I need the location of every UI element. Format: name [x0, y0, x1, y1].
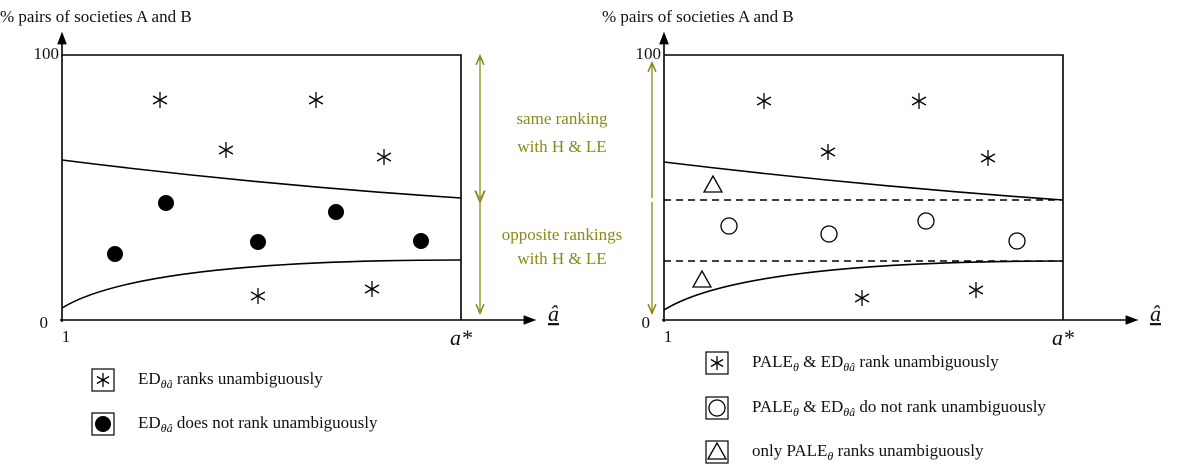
y-top: 100: [636, 44, 662, 63]
legend-text: ranks unambiguously: [173, 369, 324, 388]
dot-symbol: [107, 246, 123, 262]
legend-text: PALE: [752, 397, 793, 416]
legend-text: θ: [827, 449, 833, 463]
legend-label: PALEθ & EDθâ do not rank unambiguously: [752, 397, 1046, 419]
star-symbol: [376, 152, 392, 162]
star-symbol: [820, 147, 836, 157]
x-end: a*: [1052, 325, 1074, 350]
circle-symbol: [1008, 232, 1026, 250]
circle-symbol: [708, 399, 726, 417]
circle-symbol: [720, 217, 738, 235]
legend-text: only PALE: [752, 441, 827, 460]
box: [62, 54, 462, 320]
legend-text: θâ: [843, 360, 855, 374]
dot-symbol: [413, 233, 429, 249]
legend-box: [705, 440, 729, 464]
legend-label: EDθâ ranks unambiguously: [138, 369, 323, 391]
legend-text: θ: [793, 405, 799, 419]
legend-label: PALEθ & EDθâ rank unambiguously: [752, 352, 999, 374]
legend-text: θâ: [161, 377, 173, 391]
band-label: opposite rankings: [502, 225, 622, 244]
legend-text: ranks unambiguously: [833, 441, 984, 460]
box: [664, 54, 1064, 320]
legend-label: EDθâ does not rank unambiguously: [138, 413, 378, 435]
triangle-symbol: [702, 174, 724, 193]
upper-curve: [61, 159, 462, 199]
legend-text: θ: [793, 360, 799, 374]
legend-box: [705, 396, 729, 420]
dot-symbol: [328, 204, 344, 220]
legend-box: [91, 412, 115, 436]
legend-text: & ED: [799, 397, 843, 416]
x-label: â: [548, 301, 559, 326]
star-symbol: [710, 358, 724, 368]
legend-text: do not rank unambiguously: [855, 397, 1046, 416]
x-start: 1: [62, 327, 71, 346]
star-symbol: [854, 293, 870, 303]
star-symbol: [308, 95, 324, 105]
lower-curve: [663, 260, 1064, 311]
legend-text: PALE: [752, 352, 793, 371]
star-symbol: [756, 96, 772, 106]
upper-curve: [663, 161, 1064, 201]
legend-text: ED: [138, 413, 161, 432]
x-start: 1: [664, 327, 673, 346]
legend-box: [91, 368, 115, 392]
star-symbol: [152, 95, 168, 105]
band-label: with H & LE: [517, 137, 606, 156]
lower-curve: [61, 259, 462, 309]
star-symbol: [250, 291, 266, 301]
circle-symbol: [917, 212, 935, 230]
legend-label: only PALEθ ranks unambiguously: [752, 441, 984, 463]
star-symbol: [968, 285, 984, 295]
band-label: with H & LE: [517, 249, 606, 268]
x-end: a*: [450, 325, 472, 350]
legend-text: does not rank unambiguously: [173, 413, 378, 432]
star-symbol: [364, 284, 380, 294]
star-symbol: [218, 145, 234, 155]
legend-box: [705, 351, 729, 375]
y-top: 100: [34, 44, 60, 63]
dot-symbol: [250, 234, 266, 250]
y-bottom: 0: [40, 313, 49, 332]
circle-symbol: [820, 225, 838, 243]
y-bottom: 0: [642, 313, 651, 332]
legend-text: θâ: [161, 421, 173, 435]
legend-text: ED: [138, 369, 161, 388]
triangle-symbol: [691, 269, 713, 288]
star-symbol: [911, 96, 927, 106]
legend-text: θâ: [843, 405, 855, 419]
y-label: % pairs of societies A and B: [602, 7, 794, 26]
x-label: â: [1150, 301, 1161, 326]
legend-text: rank unambiguously: [855, 352, 999, 371]
dot-symbol: [95, 416, 111, 432]
star-symbol: [96, 375, 110, 385]
triangle-symbol: [706, 441, 728, 460]
band-label: same ranking: [516, 109, 608, 128]
legend-text: & ED: [799, 352, 843, 371]
y-label: % pairs of societies A and B: [0, 7, 192, 26]
dot-symbol: [158, 195, 174, 211]
star-symbol: [980, 153, 996, 163]
